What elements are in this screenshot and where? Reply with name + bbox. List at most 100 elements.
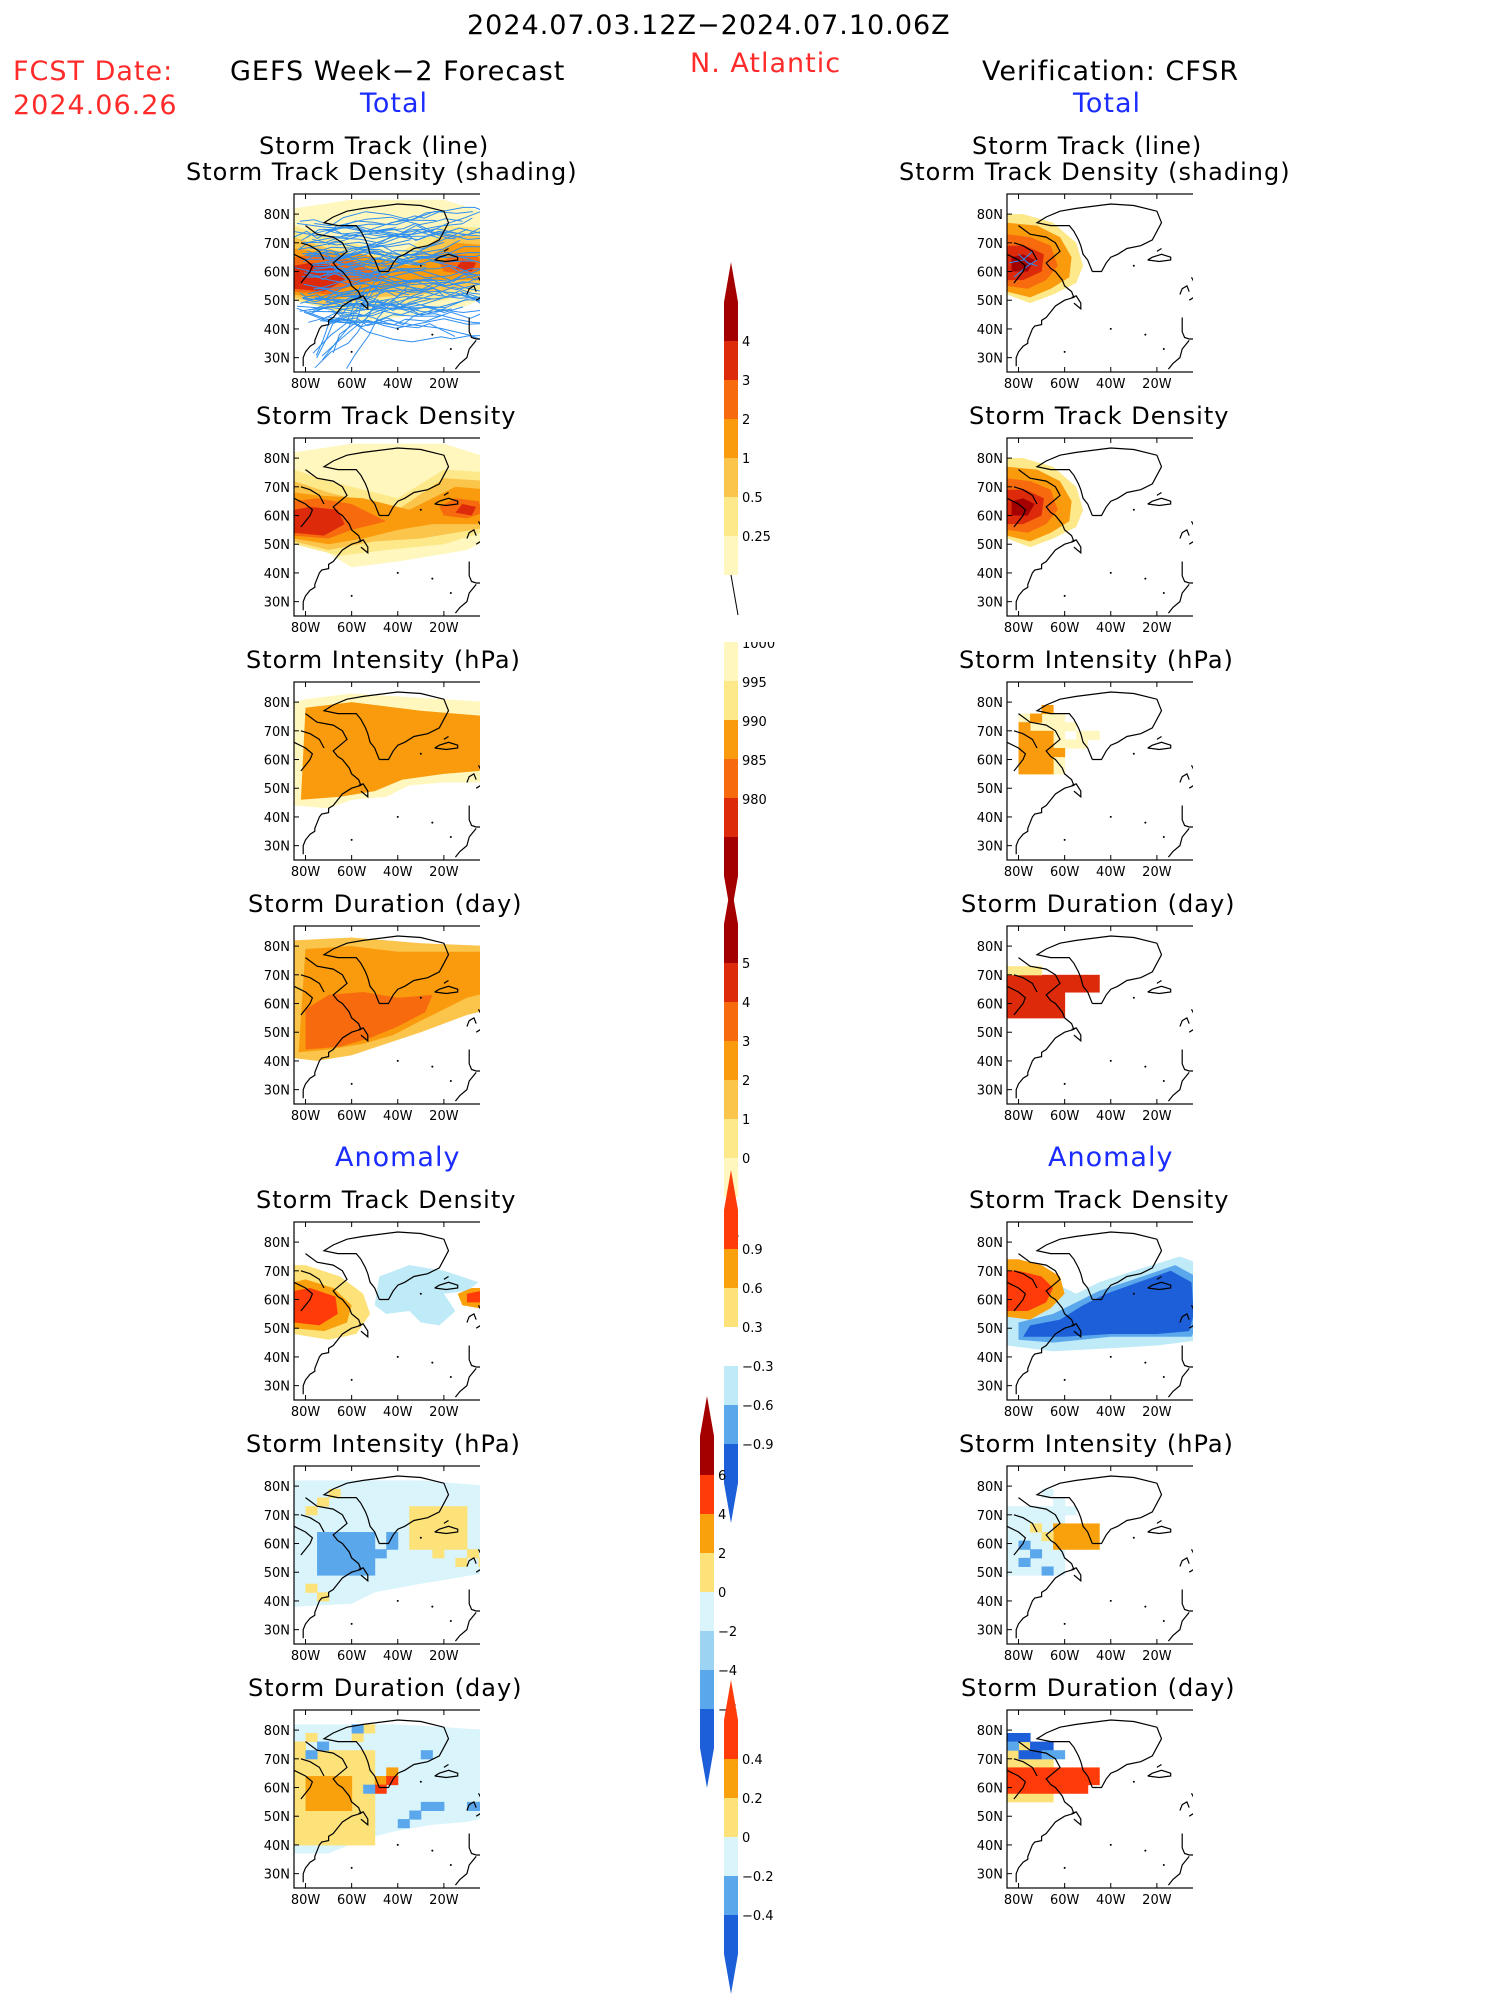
- lat-tick-label: 40N: [264, 1055, 290, 1070]
- lat-tick-label: 50N: [264, 1566, 290, 1581]
- intensity-cell: [1041, 730, 1054, 740]
- anomaly-cell: [1007, 1732, 1020, 1743]
- lat-tick-label: 30N: [264, 840, 290, 855]
- anomaly-cell: [340, 1819, 353, 1829]
- anomaly-cell: [1064, 1506, 1077, 1516]
- colorbar-tick-label: 0.9: [742, 1243, 763, 1258]
- duration-cell: [1018, 966, 1031, 976]
- lat-tick-label: 50N: [977, 782, 1003, 797]
- anomaly-cell: [1018, 1540, 1031, 1550]
- anomaly-cell: [1053, 1549, 1066, 1559]
- intensity-cell: [1053, 756, 1066, 766]
- lat-tick-label: 30N: [977, 352, 1003, 367]
- lat-tick-label: 80N: [264, 1480, 290, 1495]
- intensity-cell: [1064, 739, 1077, 749]
- title-track-line-right: Storm Track (line): [972, 132, 1203, 160]
- intensity-cell: [1030, 730, 1043, 740]
- lat-tick-label: 70N: [977, 481, 1003, 496]
- anomaly-cell: [328, 1784, 341, 1794]
- colorbar-segment: [700, 1396, 714, 1475]
- lon-tick-label: 40W: [383, 1109, 413, 1122]
- colorbar-segment: [724, 759, 738, 798]
- lon-tick-label: 80W: [1004, 1893, 1034, 1906]
- anomaly-cell: [1030, 1776, 1043, 1786]
- anomaly-cell: [420, 1514, 433, 1524]
- colorbar-segment: [700, 1553, 714, 1592]
- intensity-cell: [1041, 756, 1054, 766]
- lon-tick-label: 60W: [1050, 1649, 1080, 1662]
- anomaly-cell: [1018, 1784, 1031, 1794]
- anomaly-cell: [328, 1549, 341, 1559]
- anomaly-cell: [455, 1514, 468, 1524]
- intensity-cell: [1030, 765, 1043, 775]
- intensity-cell: [1053, 739, 1066, 749]
- lat-tick-label: 30N: [264, 1868, 290, 1883]
- intensity-cell: [1018, 765, 1031, 775]
- anomaly-cell: [409, 1810, 422, 1820]
- lat-tick-label: 50N: [264, 538, 290, 553]
- lon-tick-label: 60W: [337, 1893, 367, 1906]
- duration-cell: [1007, 1009, 1020, 1019]
- map-forecast-density: 80N70N60N50N40N30N80W60W40W20W0: [240, 434, 494, 638]
- lon-tick-label: 80W: [291, 377, 321, 390]
- anomaly-cell: [294, 1793, 307, 1803]
- anomaly-cell: [1076, 1784, 1089, 1794]
- anomaly-cell: [340, 1758, 353, 1768]
- anomaly-cell: [305, 1583, 318, 1593]
- anomaly-cell: [420, 1801, 433, 1811]
- anomaly-cell: [432, 1540, 445, 1550]
- colorbar-segment: [724, 1759, 738, 1798]
- intensity-cell: [1018, 722, 1031, 732]
- anomaly-cell: [1007, 1514, 1020, 1524]
- anomaly-cell: [328, 1750, 341, 1760]
- lon-tick-label: 20W: [1142, 865, 1172, 878]
- anomaly-cell: [1018, 1732, 1031, 1743]
- anomaly-cell: [420, 1523, 433, 1533]
- anomaly-cell: [305, 1827, 318, 1837]
- colorbar-tick-label: 980: [742, 793, 767, 808]
- anomaly-cell: [1018, 1758, 1031, 1768]
- map-verif-duration: 80N70N60N50N40N30N80W60W40W20W0: [953, 922, 1207, 1126]
- anomaly-cell: [351, 1776, 364, 1786]
- anomaly-cell: [317, 1784, 330, 1794]
- colorbar-segment: [724, 1798, 738, 1837]
- lat-tick-label: 50N: [977, 294, 1003, 309]
- lat-tick-label: 60N: [264, 998, 290, 1013]
- lat-tick-label: 80N: [977, 1724, 1003, 1739]
- anomaly-cell: [1064, 1540, 1077, 1550]
- colorbar-tick-label: 0: [742, 1152, 750, 1167]
- anomaly-cell: [317, 1758, 330, 1768]
- lon-tick-label: 80W: [291, 1405, 321, 1418]
- anomaly-cell: [1076, 1776, 1089, 1786]
- lat-tick-label: 50N: [264, 782, 290, 797]
- lon-tick-label: 40W: [383, 1893, 413, 1906]
- anomaly-cell: [432, 1506, 445, 1516]
- colorbar-tick-label: 0: [742, 1831, 750, 1846]
- title-density-right: Storm Track Density: [969, 402, 1230, 430]
- intensity-cell: [1018, 730, 1031, 740]
- anomaly-cell: [1007, 1767, 1020, 1777]
- lon-tick-label: 60W: [337, 1649, 367, 1662]
- anomaly-cell: [328, 1488, 341, 1499]
- colorbar-tick-label: −0.6: [742, 1399, 774, 1414]
- density-shade: [455, 504, 477, 516]
- anomaly-cell: [386, 1767, 399, 1777]
- colorbar-total-duration: 5 4 3 2 1 0: [716, 884, 786, 1245]
- lat-tick-label: 80N: [977, 208, 1003, 223]
- title-track-shading-right: Storm Track Density (shading): [899, 158, 1291, 186]
- duration-cell: [1018, 974, 1031, 984]
- anomaly-cell: [386, 1540, 399, 1550]
- lon-tick-label: 20W: [429, 621, 459, 634]
- anomaly-cell: [374, 1776, 387, 1786]
- duration-cell: [1053, 983, 1066, 993]
- duration-cell: [1018, 983, 1031, 993]
- anomaly-cell: [1030, 1557, 1043, 1567]
- anomaly-cell: [1087, 1540, 1100, 1550]
- anomaly-cell: [1041, 1557, 1054, 1567]
- lon-tick-label: 80W: [1004, 621, 1034, 634]
- lon-tick-label: 20W: [429, 1405, 459, 1418]
- anomaly-cell: [374, 1549, 387, 1559]
- colorbar-segment: [724, 1366, 738, 1405]
- anomaly-cell: [443, 1532, 456, 1542]
- colorbar-segment: [724, 341, 738, 380]
